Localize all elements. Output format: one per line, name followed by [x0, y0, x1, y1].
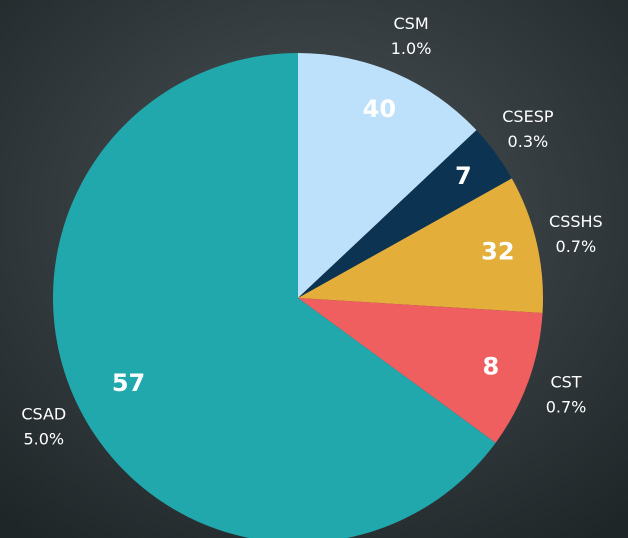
- page: CSM 1.0% 40 CSESP 0.3% 7 CSSHS 0.7% 32 CST 0.7% 8 CS…: [0, 0, 628, 538]
- slice-count: 8: [482, 353, 499, 381]
- slice-count: 32: [481, 237, 514, 265]
- slice-name: CST: [550, 372, 581, 391]
- chart: CSM 1.0% 40 CSESP 0.3% 7 CSSHS 0.7% 32 CST 0.7% 8 CS…: [0, 0, 628, 538]
- slice-name: CSESP: [502, 107, 554, 126]
- slice-count: 7: [455, 162, 472, 190]
- slice-percent: 5.0%: [23, 429, 64, 448]
- slice-percent: 0.7%: [546, 397, 587, 416]
- slice-name: CSM: [394, 14, 429, 33]
- slice-percent: 0.7%: [556, 237, 597, 256]
- slice-name: CSAD: [21, 404, 66, 423]
- slice-name: CSSHS: [549, 212, 603, 231]
- slice-count: 40: [363, 95, 396, 123]
- slice-percent: 1.0%: [391, 39, 432, 58]
- slice-percent: 0.3%: [508, 132, 549, 151]
- slice-count: 57: [112, 369, 145, 397]
